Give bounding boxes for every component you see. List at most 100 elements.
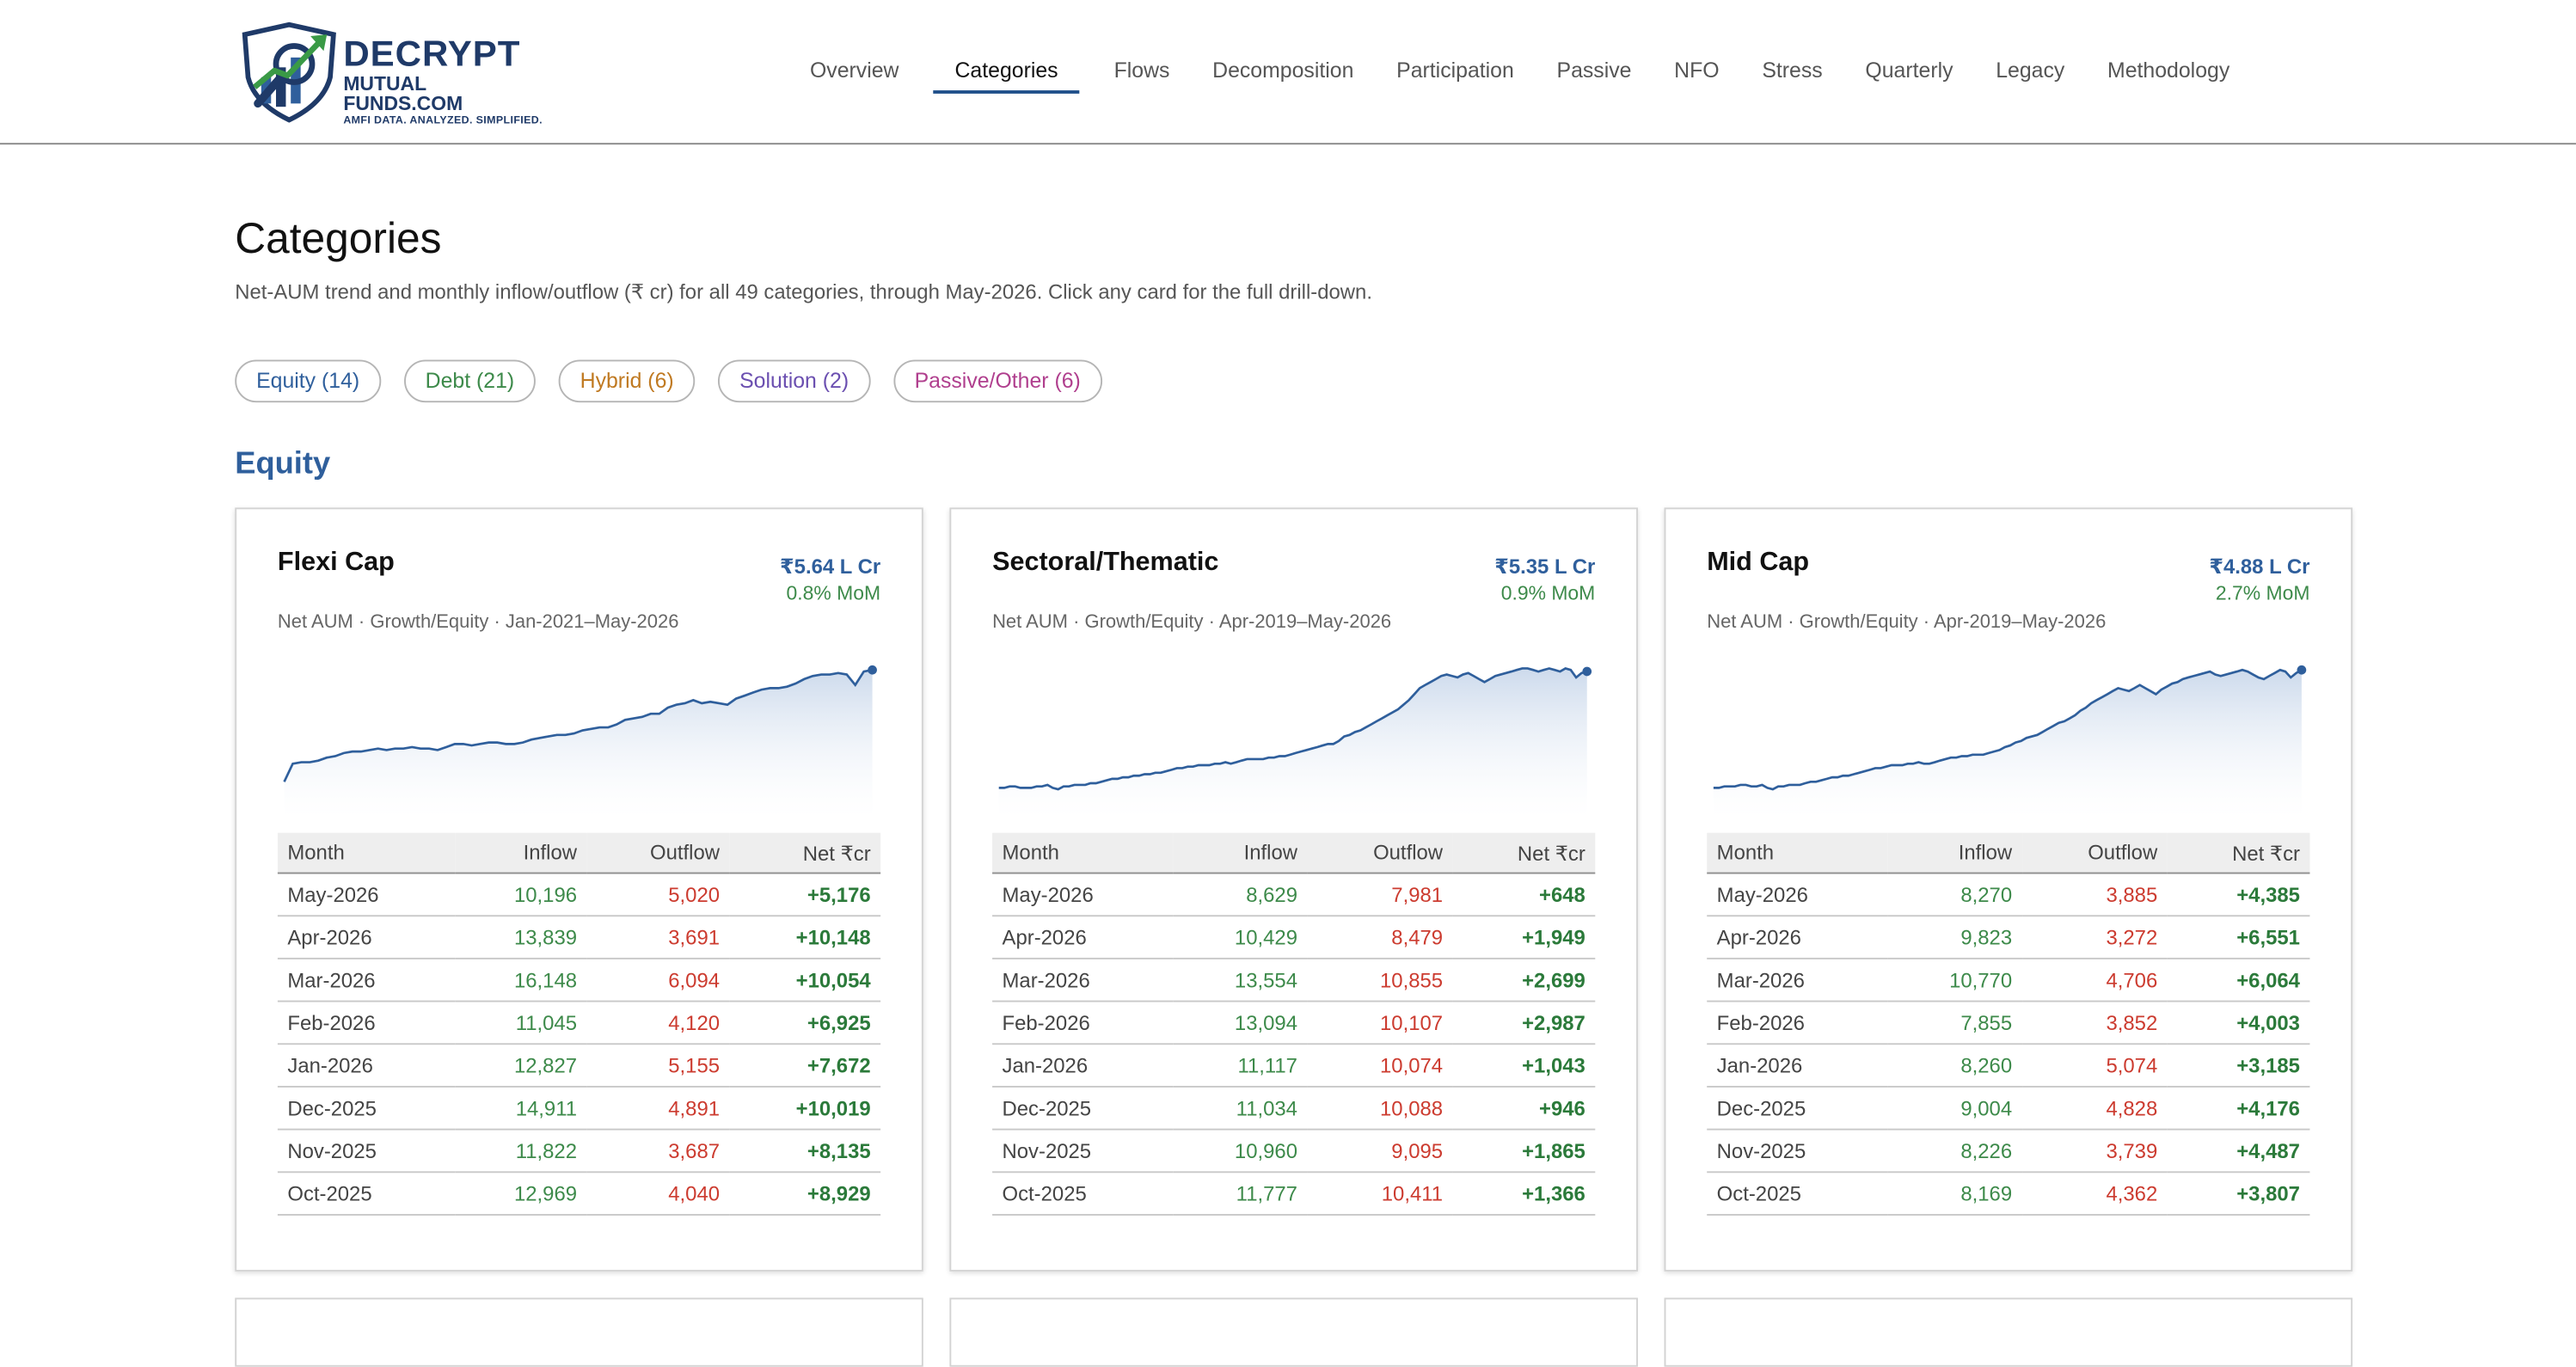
net-cell: +946	[1452, 1086, 1596, 1131]
outflow-cell: 10,411	[1307, 1172, 1453, 1216]
net-cell: +5,176	[729, 873, 881, 917]
table-row: May-2026 10,196 5,020 +5,176	[277, 873, 881, 917]
nav-item-passive[interactable]: Passive	[1556, 57, 1632, 83]
table-row: Mar-2026 13,554 10,855 +2,699	[992, 958, 1596, 1002]
net-cell: +3,185	[2167, 1044, 2310, 1088]
category-card-partial[interactable]	[1664, 1297, 2353, 1367]
column-header-outflow: Outflow	[2021, 832, 2168, 874]
outflow-cell: 10,074	[1307, 1044, 1453, 1088]
outflow-cell: 10,088	[1307, 1086, 1453, 1131]
nav-item-flows[interactable]: Flows	[1113, 57, 1170, 83]
table-header-row: Month Inflow Outflow Net ₹cr	[992, 832, 1596, 874]
inflow-cell: 8,270	[1887, 873, 2022, 917]
nav-item-methodology[interactable]: Methodology	[2107, 57, 2230, 83]
inflow-cell: 7,855	[1887, 1001, 2022, 1045]
monthly-flow-table: Month Inflow Outflow Net ₹cr May-2026 8,629 7,…	[992, 832, 1596, 1216]
table-row: Mar-2026 10,770 4,706 +6,064	[1707, 958, 2310, 1002]
table-row: Dec-2025 11,034 10,088 +946	[992, 1086, 1596, 1131]
month-cell: Feb-2026	[277, 1001, 456, 1045]
nav-item-decomposition[interactable]: Decomposition	[1212, 57, 1354, 83]
net-cell: +8,929	[729, 1172, 881, 1216]
net-cell: +2,987	[1452, 1001, 1596, 1045]
sparkline-area	[1713, 670, 2302, 818]
card-aum-value: ₹4.88 L Cr	[2209, 555, 2310, 579]
card-title: Flexi Cap	[277, 549, 395, 577]
inflow-cell: 13,554	[1173, 958, 1308, 1002]
net-cell: +4,487	[2167, 1129, 2310, 1174]
month-cell: Jan-2026	[1707, 1044, 1888, 1088]
outflow-cell: 4,120	[586, 1001, 730, 1045]
nav-item-nfo[interactable]: NFO	[1674, 57, 1720, 83]
outflow-cell: 10,107	[1307, 1001, 1453, 1045]
table-row: Apr-2026 10,429 8,479 +1,949	[992, 916, 1596, 959]
section-title-equity: Equity	[235, 446, 331, 481]
month-cell: May-2026	[992, 873, 1174, 917]
table-row: Feb-2026 11,045 4,120 +6,925	[277, 1001, 881, 1045]
page-title: Categories	[235, 213, 442, 263]
table-row: Dec-2025 9,004 4,828 +4,176	[1707, 1086, 2310, 1131]
table-row: Oct-2025 8,169 4,362 +3,807	[1707, 1172, 2310, 1216]
nav-item-categories[interactable]: Categories	[933, 0, 1080, 143]
inflow-cell: 11,777	[1173, 1172, 1308, 1216]
card-mom-change: 0.8% MoM	[786, 581, 881, 605]
net-cell: +1,949	[1452, 916, 1596, 959]
net-cell: +10,054	[729, 958, 881, 1002]
net-cell: +1,043	[1452, 1044, 1596, 1088]
month-cell: Apr-2026	[277, 916, 456, 959]
nav-item-quarterly[interactable]: Quarterly	[1865, 57, 1953, 83]
column-header-net-cr: Net ₹cr	[1452, 832, 1596, 874]
net-cell: +8,135	[729, 1129, 881, 1174]
net-cell: +10,148	[729, 916, 881, 959]
month-cell: Feb-2026	[992, 1001, 1174, 1045]
inflow-cell: 8,260	[1887, 1044, 2022, 1088]
outflow-cell: 5,155	[586, 1044, 730, 1088]
sparkline-line	[1713, 668, 2303, 791]
month-cell: Mar-2026	[277, 958, 456, 1002]
month-cell: Jan-2026	[992, 1044, 1174, 1088]
nav-item-stress[interactable]: Stress	[1762, 57, 1823, 83]
filter-pill-equity[interactable]: Equity (14)	[235, 359, 382, 403]
filter-pill-solution[interactable]: Solution (2)	[718, 359, 870, 403]
sparkline-latest-point	[2297, 665, 2307, 675]
sparkline-latest-point	[1582, 666, 1592, 677]
inflow-cell: 14,911	[455, 1086, 587, 1131]
month-cell: Dec-2025	[992, 1086, 1174, 1131]
card-description: Net AUM · Growth/Equity · Apr-2019–May-2…	[992, 612, 1392, 633]
nav-item-overview[interactable]: Overview	[809, 57, 899, 83]
net-cell: +6,551	[2167, 916, 2310, 959]
month-cell: Nov-2025	[277, 1129, 456, 1174]
outflow-cell: 3,739	[2021, 1129, 2168, 1174]
category-card-sectoral-thematic[interactable]: Sectoral/Thematic ₹5.35 L Cr 0.9% MoM Net A…	[949, 507, 1638, 1272]
outflow-cell: 8,479	[1307, 916, 1453, 959]
table-row: Feb-2026 7,855 3,852 +4,003	[1707, 1001, 2310, 1045]
inflow-cell: 8,226	[1887, 1129, 2022, 1174]
filter-pill-passive-other[interactable]: Passive/Other (6)	[892, 359, 1102, 403]
monthly-flow-table: Month Inflow Outflow Net ₹cr May-2026 10,196 5…	[277, 832, 881, 1216]
filter-pill-hybrid[interactable]: Hybrid (6)	[558, 359, 696, 403]
sparkline-area	[284, 670, 873, 818]
inflow-cell: 11,117	[1173, 1044, 1308, 1088]
top-navigation-bar: DECRYPT MUTUAL FUNDS.COM AMFI DATA. ANAL…	[0, 0, 2576, 145]
category-card-partial[interactable]	[949, 1297, 1638, 1367]
site-logo[interactable]: DECRYPT MUTUAL FUNDS.COM AMFI DATA. ANAL…	[238, 21, 550, 126]
category-card-flexi-cap[interactable]: Flexi Cap ₹5.64 L Cr 0.8% MoM Net AUM · Gro…	[235, 507, 923, 1272]
month-cell: May-2026	[1707, 873, 1888, 917]
month-cell: Dec-2025	[277, 1086, 456, 1131]
column-header-inflow: Inflow	[1173, 832, 1308, 874]
card-title: Sectoral/Thematic	[992, 549, 1219, 577]
column-header-month: Month	[1707, 832, 1888, 874]
nav-item-legacy[interactable]: Legacy	[1996, 57, 2065, 83]
net-cell: +3,807	[2167, 1172, 2310, 1216]
outflow-cell: 5,074	[2021, 1044, 2168, 1088]
category-card-partial[interactable]	[235, 1297, 923, 1367]
net-aum-sparkline	[283, 665, 877, 818]
category-card-mid-cap[interactable]: Mid Cap ₹4.88 L Cr 2.7% MoM Net AUM · Growt…	[1664, 507, 2353, 1272]
net-aum-sparkline	[1713, 665, 2307, 818]
filter-pill-debt[interactable]: Debt (21)	[403, 359, 537, 403]
sparkline-latest-point	[868, 665, 877, 675]
nav-item-participation[interactable]: Participation	[1396, 57, 1514, 83]
inflow-cell: 11,045	[455, 1001, 587, 1045]
inflow-cell: 13,839	[455, 916, 587, 959]
shield-chart-logo-icon	[242, 21, 336, 123]
outflow-cell: 7,981	[1307, 873, 1453, 917]
